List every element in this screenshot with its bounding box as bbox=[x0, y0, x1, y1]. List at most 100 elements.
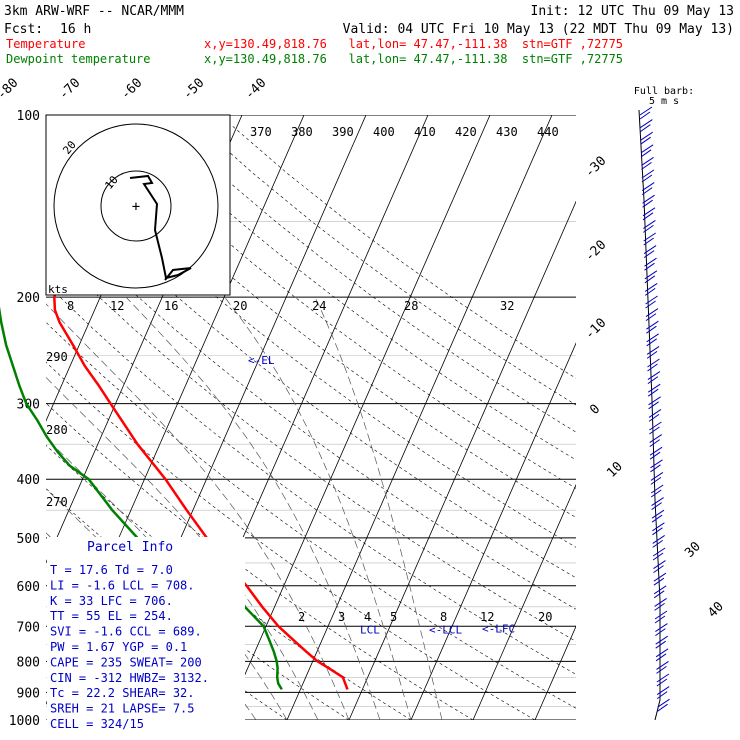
wind-barb bbox=[639, 106, 653, 120]
wind-barb bbox=[645, 308, 659, 322]
wind-barb bbox=[656, 660, 669, 674]
isotherm-label-10: 10 bbox=[604, 459, 626, 481]
wind-barb bbox=[646, 320, 659, 334]
level-marker-2: <-LFC bbox=[482, 623, 515, 636]
wind-barb bbox=[652, 534, 665, 548]
dry-adiabat-170 bbox=[219, 115, 576, 379]
wind-key-line2: 5 m s bbox=[649, 96, 679, 107]
init-time: Init: 12 UTC Thu 09 May 13 bbox=[531, 4, 735, 19]
parcel-info-row: SVI = -1.6 CCL = 689. bbox=[50, 625, 202, 639]
isotherm-label--80: -80 bbox=[0, 76, 21, 103]
wind-barb bbox=[646, 345, 660, 359]
dry-adiabat-150 bbox=[155, 115, 576, 433]
wind-barb bbox=[647, 383, 661, 397]
theta-label-380: 380 bbox=[291, 125, 313, 139]
wind-barb bbox=[643, 232, 656, 246]
dry-adiabat-90 bbox=[46, 207, 576, 610]
wind-barb bbox=[656, 686, 670, 700]
dry-adiabat-60 bbox=[46, 321, 576, 709]
theta-label-370: 370 bbox=[250, 125, 272, 139]
wind-barb bbox=[647, 371, 661, 385]
hodograph-center: + bbox=[132, 199, 140, 215]
mixratio-low-label-4: 4 bbox=[364, 610, 371, 624]
hodograph-ring-inner bbox=[100, 170, 172, 242]
parcel-info-row: CELL = 324/15 bbox=[50, 717, 144, 731]
wind-barb bbox=[653, 585, 667, 599]
isotherm-label--50: -50 bbox=[180, 76, 207, 103]
level-marker-1: <-LCL bbox=[429, 623, 462, 636]
theta-left-label-270: 270 bbox=[46, 495, 68, 509]
dewpoint-legend: Dewpoint temperature bbox=[6, 52, 151, 66]
wind-barb bbox=[647, 358, 660, 372]
parcel-info-row: Tc = 22.2 SHEAR= 32. bbox=[50, 686, 195, 700]
dry-adiabat-160 bbox=[187, 115, 576, 406]
moist-adiabat-30 bbox=[224, 296, 412, 720]
wind-key-line1: Full barb: bbox=[634, 86, 694, 97]
isotherm-label-40: 40 bbox=[705, 599, 727, 621]
dry-adiabat-30 bbox=[46, 444, 412, 720]
theta-label-390: 390 bbox=[332, 125, 354, 139]
parcel-info-row: PW = 1.67 YGP = 0.1 bbox=[50, 640, 187, 654]
mixratio-low-label-20: 20 bbox=[538, 610, 552, 624]
isotherm-30 bbox=[410, 342, 576, 720]
fcst-hours: 16 h bbox=[60, 22, 91, 37]
fcst-label: Fcst: bbox=[4, 22, 43, 37]
temperature-legend: Temperature bbox=[6, 37, 85, 51]
isotherm-label--20: -20 bbox=[582, 238, 609, 265]
parcel-info-box: Parcel Info T = 17.6 Td = 7.0LI = -1.6 L… bbox=[47, 537, 245, 732]
theta-label-410: 410 bbox=[414, 125, 436, 139]
wind-barb bbox=[641, 156, 654, 170]
model-title: 3km ARW-WRF -- NCAR/MMM bbox=[4, 4, 184, 19]
hodograph-speed-label: kts bbox=[48, 283, 68, 296]
isotherm-label--30: -30 bbox=[582, 154, 609, 181]
pressure-label-100: 100 bbox=[17, 109, 40, 124]
mixratio-label-12: 12 bbox=[110, 299, 124, 313]
mixratio-label-32: 32 bbox=[500, 299, 514, 313]
theta-label-400: 400 bbox=[373, 125, 395, 139]
header: 3km ARW-WRF -- NCAR/MMM Init: 12 UTC Thu… bbox=[4, 4, 734, 66]
level-marker-0: <-EL bbox=[248, 354, 275, 367]
wind-barb bbox=[645, 295, 658, 309]
pressure-label-500: 500 bbox=[17, 532, 40, 547]
parcel-info-row: SREH = 21 LAPSE= 7.5 bbox=[50, 702, 195, 716]
wind-barb bbox=[649, 446, 663, 460]
pressure-label-600: 600 bbox=[17, 580, 40, 595]
wind-barb bbox=[643, 245, 657, 259]
parcel-info-row: T = 17.6 Td = 7.0 bbox=[50, 563, 173, 577]
mixratio-label-24: 24 bbox=[312, 299, 326, 313]
wind-barb bbox=[640, 119, 653, 133]
wind-barb bbox=[653, 572, 667, 586]
moist-adiabat-20 bbox=[46, 303, 350, 720]
mixratio-low-label-5: 5 bbox=[390, 610, 397, 624]
wind-barb bbox=[656, 673, 670, 687]
wind-profile: Full barb: 5 m s bbox=[634, 86, 694, 721]
wind-barb bbox=[655, 648, 669, 662]
hodograph-ring-outer bbox=[53, 123, 219, 289]
wind-barb bbox=[648, 396, 661, 410]
wind-barb bbox=[650, 484, 664, 498]
isotherm-0 bbox=[224, 115, 491, 720]
moist-adiabat-25 bbox=[125, 296, 381, 720]
wind-barb bbox=[643, 219, 656, 233]
wind-barb bbox=[642, 194, 655, 208]
wind-barb bbox=[653, 560, 666, 574]
isotherm-40 bbox=[472, 483, 576, 720]
wind-barb bbox=[654, 597, 667, 611]
wind-barb bbox=[649, 434, 662, 448]
wind-barb bbox=[644, 257, 657, 271]
mixratio-low-label-12: 12 bbox=[480, 610, 494, 624]
temperature-location: x,y=130.49,818.76 lat,lon= 47.47,-111.38… bbox=[204, 37, 623, 51]
wind-barb bbox=[652, 547, 666, 561]
dewpoint-location: x,y=130.49,818.76 lat,lon= 47.47,-111.38… bbox=[204, 52, 623, 66]
dry-adiabat-70 bbox=[46, 282, 576, 675]
parcel-info-row: LI = -1.6 LCL = 708. bbox=[50, 578, 195, 592]
pressure-label-700: 700 bbox=[17, 620, 40, 635]
wind-barb bbox=[641, 182, 655, 196]
mixratio-low-label-3: 3 bbox=[338, 610, 345, 624]
wind-barb bbox=[641, 169, 655, 183]
dewpoint-line bbox=[0, 306, 283, 691]
wind-barb bbox=[655, 635, 668, 649]
pressure-label-800: 800 bbox=[17, 655, 40, 670]
